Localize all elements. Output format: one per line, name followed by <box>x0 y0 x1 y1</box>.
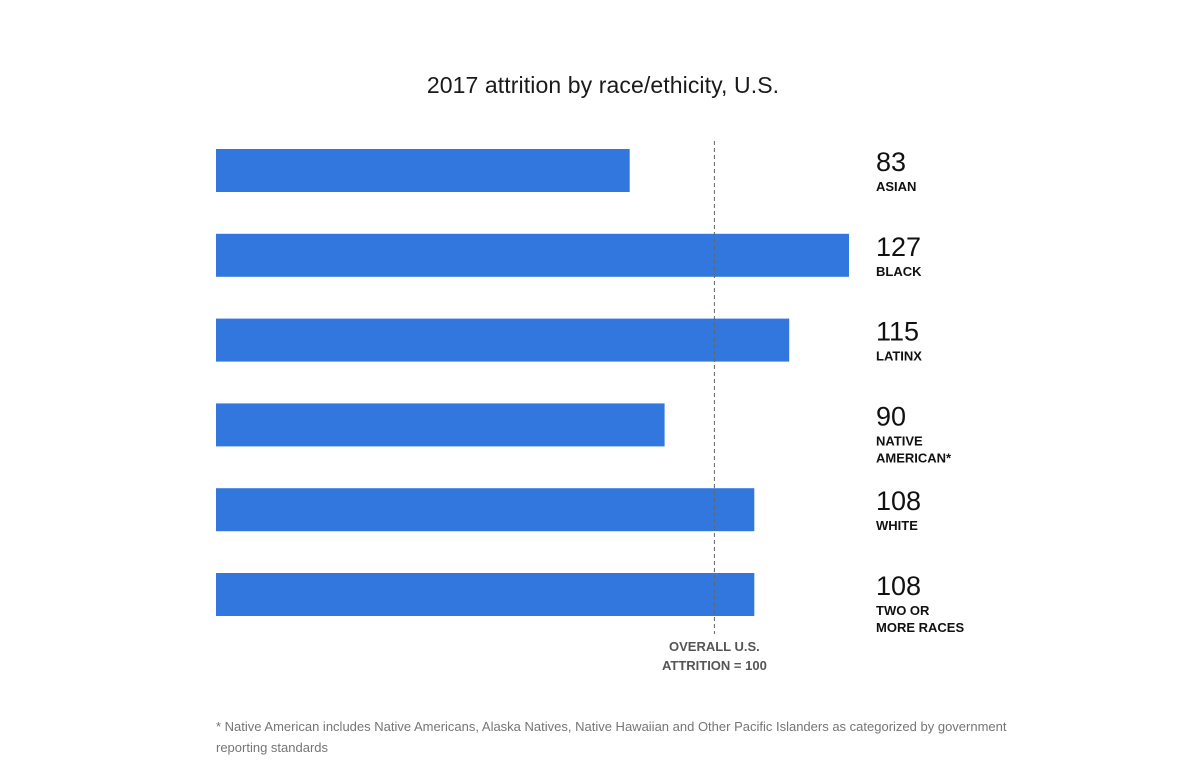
data-label: 108 <box>876 486 921 516</box>
category-label: BLACK <box>876 264 922 279</box>
category-label: TWO OR <box>876 603 930 618</box>
bar <box>216 318 790 362</box>
data-label: 115 <box>876 317 919 347</box>
bar <box>216 403 665 447</box>
data-label: 90 <box>876 401 906 431</box>
reference-line-label: ATTRITION = 100 <box>662 658 767 673</box>
category-label: LATINX <box>876 349 922 364</box>
reference-line-label: OVERALL U.S. <box>669 639 760 654</box>
data-label: 83 <box>876 147 906 177</box>
footnote: * Native American includes Native Americ… <box>216 719 1007 755</box>
category-label: WHITE <box>876 518 918 533</box>
data-label: 108 <box>876 571 921 601</box>
category-label: NATIVE <box>876 433 923 448</box>
category-label: MORE RACES <box>876 620 964 635</box>
bar <box>216 573 755 616</box>
bar <box>216 149 630 192</box>
category-label: ASIAN <box>876 179 916 194</box>
bar <box>216 488 755 532</box>
category-label: AMERICAN* <box>876 450 952 465</box>
data-label: 127 <box>876 232 921 262</box>
chart-title: 2017 attrition by race/ethicity, U.S. <box>426 72 780 98</box>
bar <box>216 233 849 277</box>
